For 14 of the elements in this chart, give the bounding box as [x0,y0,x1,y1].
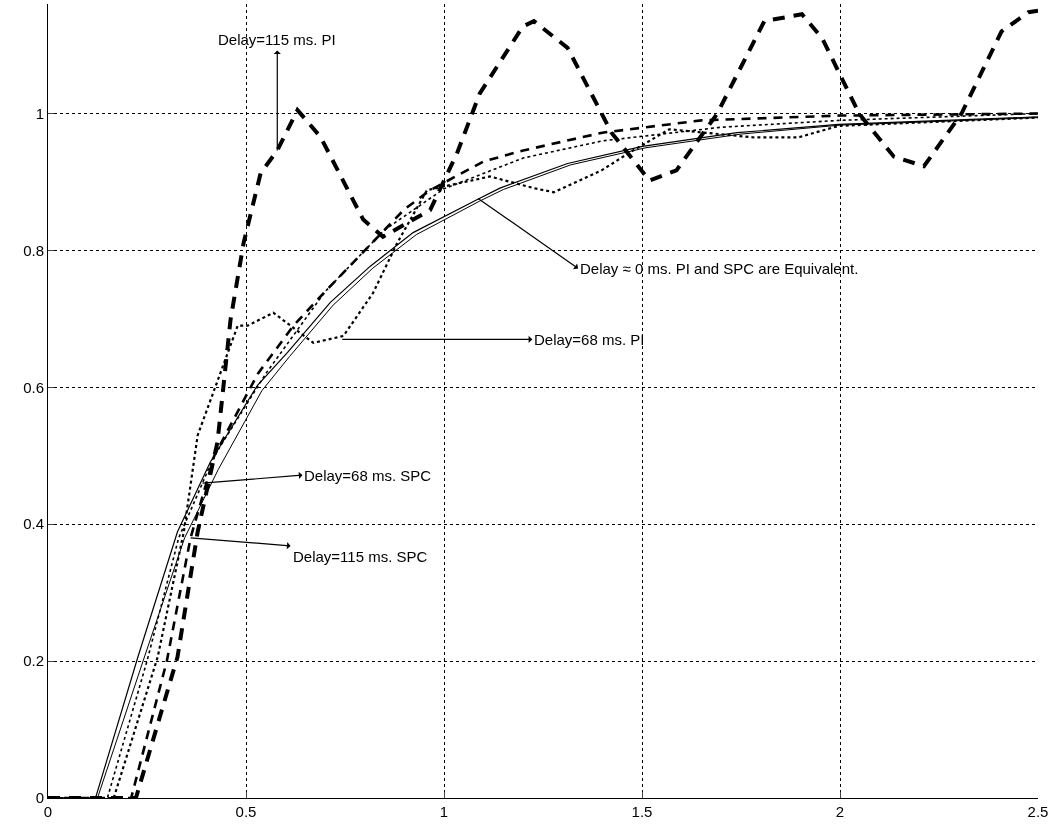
y-tick-label: 0.6 [23,378,44,396]
x-tick-label: 2.5 [1027,803,1049,820]
y-tick-label: 1 [35,104,44,122]
x-tick-label: 1.5 [631,803,653,820]
x-tick-label: 1 [439,803,449,820]
x-tick-label: 0.5 [235,803,257,820]
y-tick-label: 0.8 [23,241,44,259]
y-tick-label: 0 [35,789,44,807]
annotation: Delay=68 ms. SPC [304,467,432,484]
annotation: Delay=115 ms. SPC [293,548,428,565]
x-tick-label: 2 [835,803,845,820]
y-tick-label: 0.2 [23,652,44,670]
annotation: Delay=115 ms. PI [218,31,336,48]
y-tick-label: 0.4 [23,515,44,533]
